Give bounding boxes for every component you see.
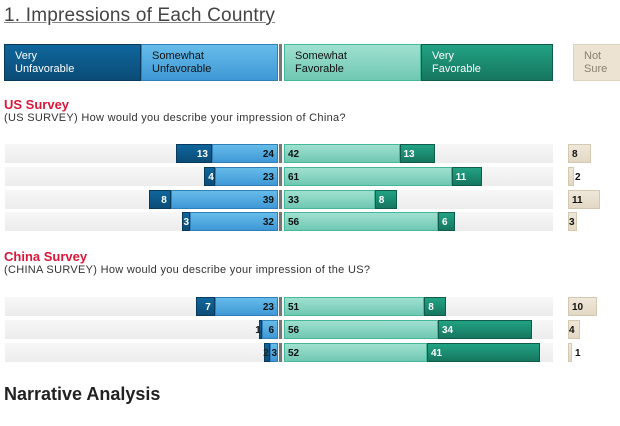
- bar-somewhat-favorable: 33: [284, 190, 375, 209]
- bar-very-favorable: 8: [424, 297, 447, 316]
- bar-somewhat-favorable: 56: [284, 320, 438, 339]
- bar-very-unfavorable: 2: [263, 343, 270, 362]
- bar-somewhat-unfavorable: 24: [212, 144, 278, 163]
- page-title: 1. Impressions of Each Country: [4, 5, 276, 26]
- center-divider: [279, 343, 282, 362]
- bar-somewhat-favorable: 61: [284, 167, 452, 186]
- center-divider: [279, 297, 282, 316]
- china-survey-heading: China Survey: [4, 249, 88, 264]
- narrative-analysis-heading: Narrative Analysis: [4, 384, 161, 404]
- bar-somewhat-unfavorable: 23: [214, 297, 278, 316]
- bar-somewhat-unfavorable: 23: [214, 167, 278, 186]
- us-survey-heading: US Survey: [4, 97, 70, 112]
- legend-very-unfavorable: Very Unfavorable: [4, 44, 141, 81]
- bar-very-unfavorable: 3: [181, 212, 190, 231]
- legend-somewhat-favorable: Somewhat Favorable: [284, 44, 421, 81]
- bar-very-favorable: 6: [438, 212, 455, 231]
- bar-very-unfavorable: 13: [176, 144, 212, 163]
- bar-very-favorable: 11: [451, 167, 482, 186]
- bar-not-sure: 4: [568, 320, 580, 339]
- bar-not-sure: 2: [568, 167, 581, 186]
- bar-not-sure: 8: [568, 144, 592, 163]
- china-survey-question: (CHINA SURVEY) How would you describe yo…: [4, 264, 371, 276]
- bar-very-favorable: 34: [438, 320, 532, 339]
- bar-somewhat-favorable: 42: [284, 144, 400, 163]
- bar-somewhat-unfavorable: 39: [170, 190, 278, 209]
- bar-somewhat-unfavorable: 6: [261, 320, 278, 339]
- bar-somewhat-favorable: 52: [284, 343, 427, 362]
- bar-very-unfavorable: 1: [255, 320, 262, 339]
- center-divider: [279, 212, 282, 231]
- legend-somewhat-unfavorable: Somewhat Unfavorable: [141, 44, 278, 81]
- bar-somewhat-unfavorable: 32: [190, 212, 278, 231]
- center-divider: [279, 167, 282, 186]
- bar-not-sure: 11: [568, 190, 600, 209]
- legend-very-favorable: Very Favorable: [421, 44, 553, 81]
- center-divider: [279, 144, 282, 163]
- bar-not-sure: 3: [568, 212, 577, 231]
- bar-somewhat-favorable: 51: [284, 297, 425, 316]
- bar-somewhat-favorable: 56: [284, 212, 438, 231]
- bar-very-favorable: 8: [374, 190, 397, 209]
- legend-not-sure: Not Sure: [573, 44, 620, 81]
- us-survey-question: (US SURVEY) How would you describe your …: [4, 112, 346, 124]
- center-divider: [279, 320, 282, 339]
- bar-very-favorable: 13: [399, 144, 436, 163]
- bar-very-unfavorable: 8: [148, 190, 171, 209]
- bar-somewhat-unfavorable: 3: [269, 343, 278, 362]
- bar-not-sure: 1: [568, 343, 581, 362]
- bar-very-unfavorable: 4: [203, 167, 215, 186]
- bar-not-sure: 10: [568, 297, 597, 316]
- center-divider: [279, 190, 282, 209]
- bar-very-favorable: 41: [427, 343, 540, 362]
- bar-very-unfavorable: 7: [195, 297, 215, 316]
- legend-divider: [279, 44, 282, 81]
